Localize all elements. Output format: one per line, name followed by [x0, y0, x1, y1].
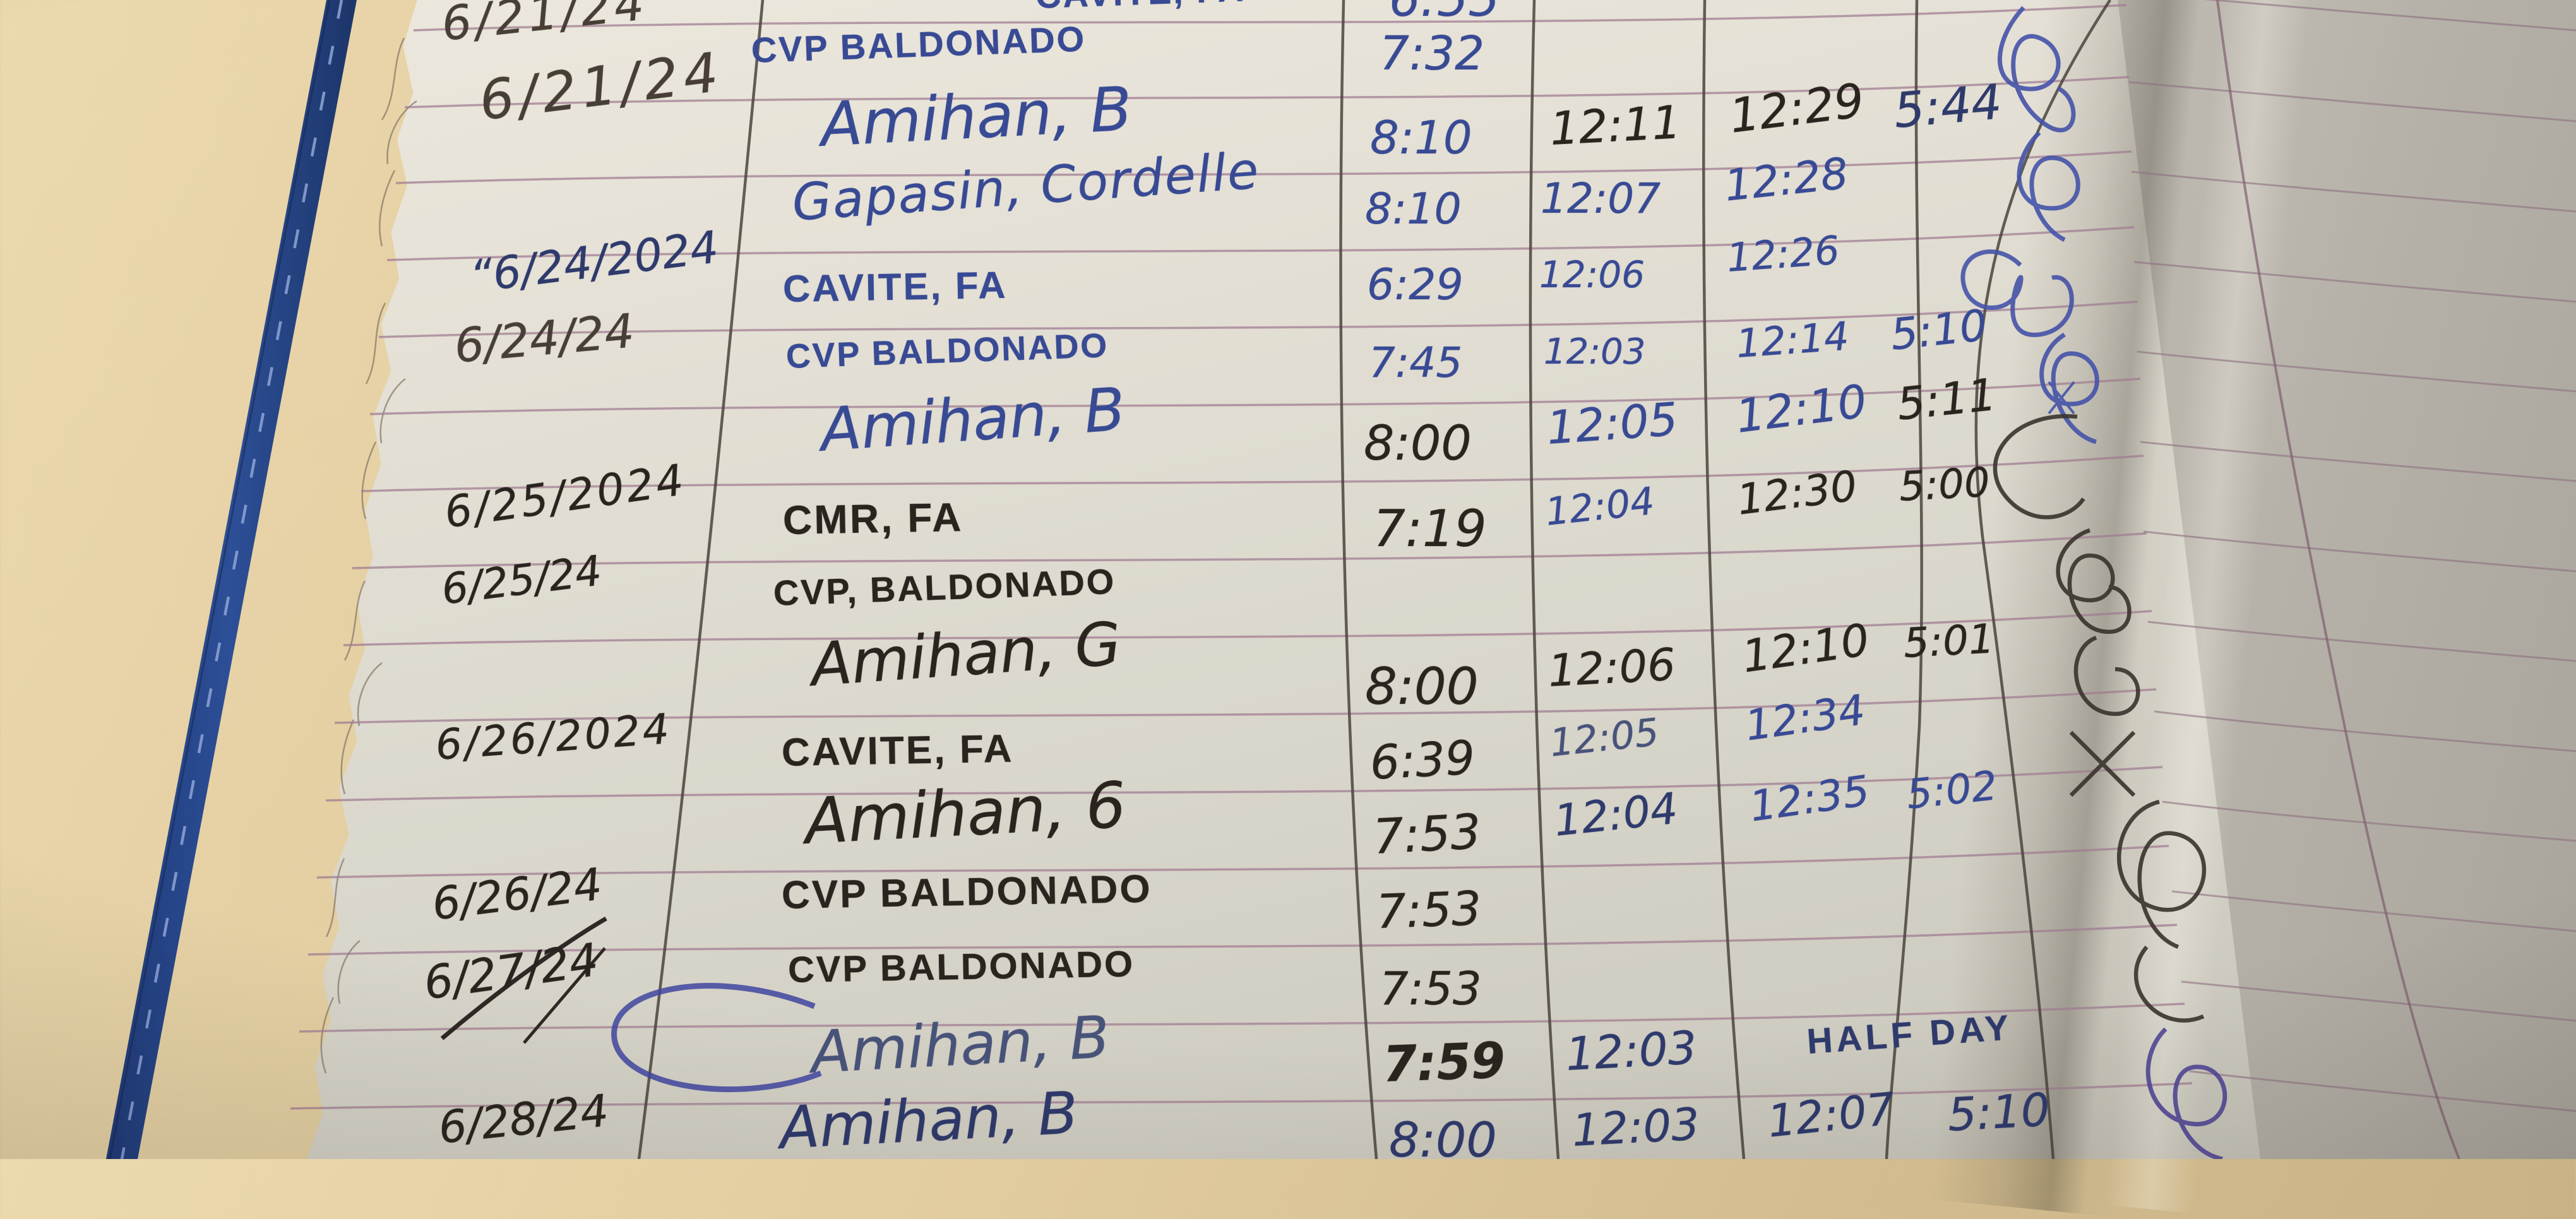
time-out: 5:01	[1902, 615, 1996, 667]
time-in: 8:10	[1365, 184, 1462, 234]
time-out: 5:11	[1894, 368, 1999, 431]
lunch-out: 12:07	[1541, 174, 1661, 223]
time-out: 5:44	[1892, 73, 2004, 139]
lunch-out: 12:03	[1544, 331, 1646, 372]
entry-name: CAVITE, FA	[782, 263, 1008, 310]
time-out: 5:10	[1888, 300, 1989, 360]
time-out: 5:02	[1904, 763, 2000, 819]
time-in: 8:00	[1365, 657, 1479, 716]
strikethrough-mark	[440, 916, 607, 1044]
ruled-lines-facing	[2128, 0, 2576, 1112]
signature-scribbles-ink-bottom	[2145, 1027, 2227, 1159]
time-in: 7:19	[1373, 499, 1487, 558]
time-in: 8:00	[1389, 1112, 1497, 1168]
facing-page-margin-line	[2216, 0, 2460, 1159]
lunch-out: 12:05	[1547, 710, 1661, 766]
time-in: 8:10	[1370, 111, 1472, 164]
entry-name: CMR, FA	[782, 494, 964, 543]
time-in: 7:45	[1369, 338, 1463, 387]
logbook-page	[306, 0, 2260, 1159]
lunch-in: 12:26	[1725, 227, 1841, 281]
lunch-out: 12:04	[1551, 783, 1680, 847]
signature-scribbles-pencil	[1993, 413, 2207, 1023]
entry-name: Amihan, B	[819, 73, 1134, 160]
time-in: 7:53	[1371, 803, 1482, 865]
time-in: 6:55	[1389, 0, 1500, 24]
table-column-lines	[637, 0, 2111, 1159]
lunch-in: 12:14	[1734, 312, 1851, 367]
entry-name: CVP BALDONADO	[787, 943, 1135, 990]
time-in: 7:53	[1375, 881, 1482, 939]
signature-scribbles-blue	[1960, 6, 2099, 444]
time-out: 5:10	[1946, 1083, 2051, 1141]
entry-name: CAVITE, FA	[781, 727, 1014, 775]
lunch-out: 12:04	[1543, 479, 1657, 535]
ruled-lines-main	[290, 4, 2193, 1110]
time-in: 8:00	[1364, 415, 1472, 471]
lunch-out: 12:06	[1539, 253, 1645, 296]
entry-name: Amihan, B	[778, 1079, 1080, 1162]
time-out: 5:00	[1898, 459, 1991, 511]
time-in: 6:29	[1367, 260, 1464, 310]
time-in: 6:39	[1368, 730, 1477, 790]
notebook-spine	[106, 0, 357, 1159]
entry-name: CVP BALDONADO	[781, 867, 1153, 917]
lunch-out: 12:03	[1564, 1021, 1698, 1081]
torn-edge-threads	[320, 37, 417, 1074]
lunch-out: 12:05	[1545, 392, 1679, 455]
lunch-out: 12:06	[1546, 638, 1677, 697]
lunch-in: 12:07	[1765, 1083, 1897, 1148]
lunch-out: 12:11	[1548, 95, 1683, 155]
linework-overlay	[106, 0, 2576, 1159]
entry-name: Amihan, 6	[802, 768, 1128, 859]
lunch-in: 12:28	[1722, 148, 1851, 211]
lunch-out: 12:03	[1570, 1098, 1701, 1157]
time-in: 7:32	[1380, 27, 1485, 81]
entry-name: Amihan, B	[809, 1003, 1111, 1086]
time-in: 7:59	[1381, 1032, 1506, 1093]
correction-loop	[611, 983, 822, 1093]
time-in: 7:53	[1380, 962, 1482, 1015]
